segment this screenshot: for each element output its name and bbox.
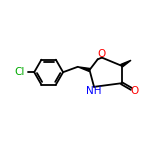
Text: NH: NH: [86, 86, 101, 96]
Text: O: O: [98, 49, 106, 59]
Polygon shape: [78, 67, 90, 71]
Polygon shape: [121, 60, 131, 67]
Text: Cl: Cl: [14, 67, 25, 77]
Text: O: O: [130, 86, 138, 96]
